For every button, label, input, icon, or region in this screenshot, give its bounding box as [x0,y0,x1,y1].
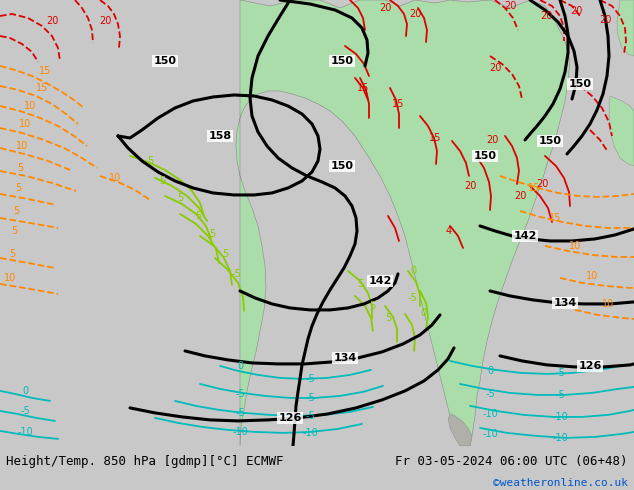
Text: -5: -5 [485,389,495,399]
Text: 15: 15 [392,99,404,109]
Text: 20: 20 [504,1,516,11]
Text: 0: 0 [22,386,28,396]
Text: 20: 20 [409,9,421,19]
Text: 10: 10 [4,273,16,283]
Text: -10: -10 [302,428,318,438]
Text: -10: -10 [552,412,568,422]
Text: -10: -10 [482,409,498,419]
Text: 20: 20 [378,3,391,13]
Text: 5: 5 [11,226,17,236]
Text: 10: 10 [602,299,614,309]
Text: -5: -5 [235,408,245,418]
Text: -10: -10 [232,427,248,437]
Text: ©weatheronline.co.uk: ©weatheronline.co.uk [493,478,628,489]
Text: 5: 5 [357,279,363,289]
Text: 10: 10 [586,271,598,281]
Text: 5: 5 [195,211,201,221]
Text: 150: 150 [474,151,496,161]
Text: -5: -5 [305,374,315,384]
Text: 150: 150 [153,56,176,66]
Text: -5: -5 [235,389,245,399]
Text: 5: 5 [159,176,165,186]
Text: -10: -10 [552,433,568,443]
Text: 0: 0 [420,308,426,318]
Text: 150: 150 [330,161,354,171]
Text: 15: 15 [429,133,441,143]
Text: 142: 142 [514,231,537,241]
Text: 5: 5 [177,193,183,203]
Text: 15: 15 [36,83,48,93]
Text: 5: 5 [17,163,23,173]
Text: 20: 20 [536,179,548,189]
Text: 0: 0 [487,366,493,376]
Text: 126: 126 [278,413,302,423]
Text: -10: -10 [17,427,33,437]
Text: 10: 10 [19,119,31,129]
Text: 20: 20 [464,181,476,191]
Text: -5: -5 [555,390,565,400]
Text: 15: 15 [357,83,369,93]
Text: 158: 158 [209,131,231,141]
Text: 134: 134 [333,353,356,363]
Text: 150: 150 [330,56,354,66]
Text: -5: -5 [555,368,565,378]
Text: 15: 15 [39,66,51,76]
Text: 5: 5 [15,183,21,193]
Text: -5: -5 [231,269,241,279]
Text: Fr 03-05-2024 06:00 UTC (06+48): Fr 03-05-2024 06:00 UTC (06+48) [395,455,628,468]
Text: 20: 20 [489,63,501,73]
Text: 20: 20 [570,6,582,16]
Text: 5: 5 [147,156,153,166]
Text: Height/Temp. 850 hPa [gdmp][°C] ECMWF: Height/Temp. 850 hPa [gdmp][°C] ECMWF [6,455,284,468]
Text: 20: 20 [46,16,58,26]
Text: 134: 134 [553,298,577,308]
Text: 150: 150 [569,79,592,89]
Text: 5: 5 [369,301,375,311]
Text: 15: 15 [528,183,540,193]
Text: -10: -10 [482,429,498,439]
Text: 5: 5 [222,249,228,259]
Text: 20: 20 [99,16,111,26]
Text: 10: 10 [16,141,28,151]
Text: 20: 20 [540,11,552,21]
Text: -5: -5 [305,411,315,421]
Text: 0: 0 [237,361,243,371]
Text: 10: 10 [24,101,36,111]
Text: 142: 142 [368,276,392,286]
Polygon shape [617,0,634,56]
Text: 10: 10 [569,241,581,251]
Text: 5: 5 [209,229,215,239]
Text: 5: 5 [13,206,19,216]
Polygon shape [448,414,472,446]
Text: 20: 20 [486,135,498,145]
Text: -5: -5 [305,393,315,403]
Text: 0: 0 [410,266,416,276]
Text: 10: 10 [109,173,121,183]
Text: 20: 20 [514,191,526,201]
Text: 4: 4 [446,226,452,236]
Polygon shape [609,96,634,166]
Polygon shape [236,0,570,446]
Text: 20: 20 [598,15,611,25]
Text: 5: 5 [385,313,391,323]
Text: 5: 5 [9,249,15,259]
Text: 126: 126 [578,361,602,371]
Text: -5: -5 [20,406,30,416]
Text: 150: 150 [538,136,562,146]
Text: 15: 15 [549,213,561,223]
Text: -5: -5 [407,293,417,303]
